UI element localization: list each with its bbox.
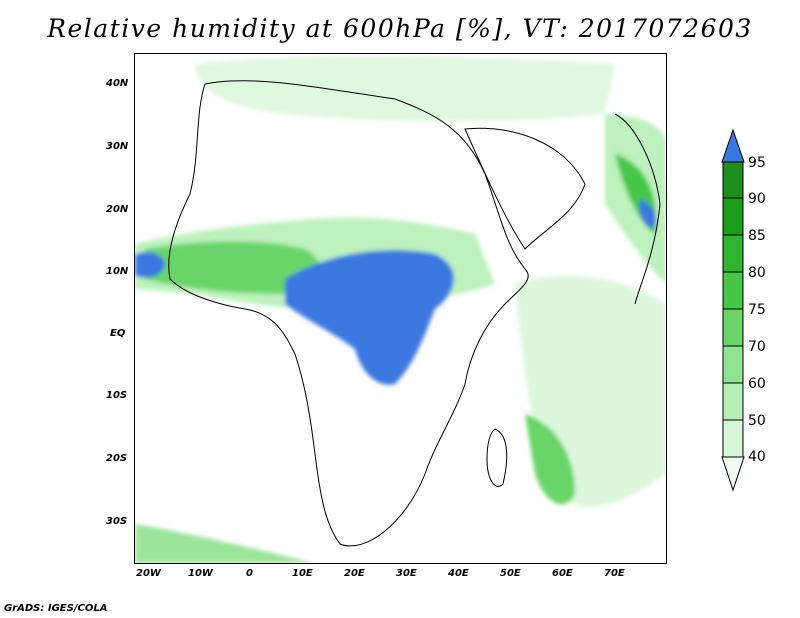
map-plot-area [134, 53, 667, 564]
colorbar-segment [722, 271, 744, 310]
humid-region-sw-ocean [135, 524, 315, 563]
colorbar-segment [722, 308, 744, 347]
humid-core-west [135, 252, 165, 278]
y-tick-label: 10S [106, 390, 128, 401]
y-tick-label: 20S [106, 453, 128, 464]
humid-core-central-africa [285, 250, 454, 385]
colorbar-segment [722, 234, 744, 273]
colorbar-label: 50 [748, 413, 766, 429]
colorbar-label: 60 [748, 376, 766, 392]
india-outline [614, 113, 661, 305]
colorbar-bottom-arrow [721, 456, 745, 492]
humid-region-med [195, 56, 615, 122]
y-tick-label: 30N [106, 141, 129, 152]
humid-core-india [639, 199, 657, 229]
arabia-outline [464, 127, 586, 250]
africa-outline [168, 80, 529, 547]
colorbar-label: 95 [748, 155, 766, 171]
colorbar-top-arrow [721, 128, 745, 163]
y-tick-label: EQ [110, 328, 126, 339]
colorbar-segment [722, 382, 744, 421]
y-tick-label: 20N [106, 204, 129, 215]
y-tick-label: 30S [106, 516, 128, 527]
colorbar [721, 128, 745, 492]
x-tick-label: 50E [500, 568, 521, 579]
humid-region-madagascar [525, 414, 575, 505]
x-tick-label: 10E [292, 568, 313, 579]
colorbar-segment [722, 197, 744, 236]
colorbar-label: 70 [748, 339, 766, 355]
humidity-field-map [135, 56, 666, 563]
colorbar-label: 90 [748, 191, 766, 207]
colorbar-segment [722, 419, 744, 458]
colorbar-label: 40 [748, 449, 766, 465]
colorbar-label: 80 [748, 265, 766, 281]
chart-title: Relative humidity at 600hPa [%], VT: 201… [47, 14, 753, 43]
x-tick-label: 0 [246, 568, 253, 579]
x-tick-label: 30E [396, 568, 417, 579]
y-tick-label: 40N [106, 78, 129, 89]
coastlines [168, 80, 661, 547]
colorbar-label: 75 [748, 302, 766, 318]
humid-region-west-africa [145, 241, 323, 294]
colorbar-segment [722, 161, 744, 199]
x-tick-label: 70E [604, 568, 625, 579]
x-tick-label: 60E [552, 568, 573, 579]
humidity-shading [135, 56, 666, 563]
madagascar-outline [486, 428, 508, 487]
x-tick-label: 10W [188, 568, 213, 579]
x-tick-label: 20W [136, 568, 161, 579]
x-tick-label: 40E [448, 568, 469, 579]
y-tick-label: 10N [106, 266, 129, 277]
colorbar-label: 85 [748, 228, 766, 244]
x-tick-label: 20E [344, 568, 365, 579]
grads-credit: GrADS: IGES/COLA [4, 603, 108, 614]
colorbar-segment [722, 345, 744, 384]
